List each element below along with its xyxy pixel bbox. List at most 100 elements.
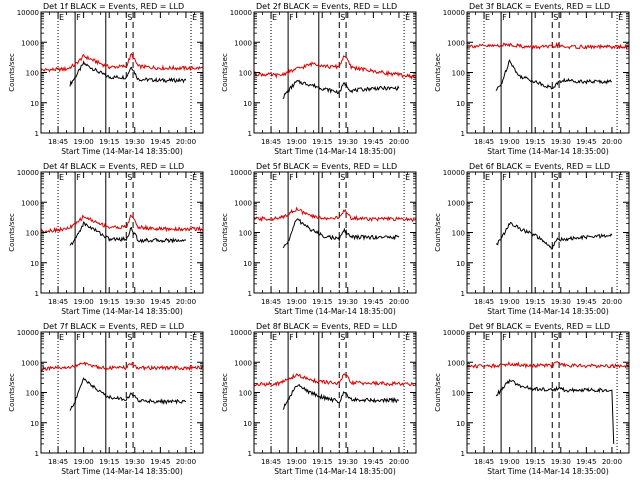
y-tick-label: 1000 <box>447 359 465 367</box>
x-tick-label: 19:30 <box>125 458 145 466</box>
y-axis-label: Counts/sec <box>8 53 16 92</box>
y-axis-label: Counts/sec <box>434 53 442 92</box>
y-tick-label: 10 <box>243 100 252 108</box>
y-tick-label: 1 <box>461 290 465 298</box>
y-tick-label: 10000 <box>17 329 39 337</box>
x-tick-label: 19:15 <box>525 458 545 466</box>
y-tick-label: 100 <box>452 70 465 78</box>
region-label: S <box>127 333 132 342</box>
detector-panel: Det 8f BLACK = Events, RED = LLD E F S E 1 10 1… <box>221 322 417 476</box>
x-tick-label: 19:00 <box>74 458 94 466</box>
y-tick-label: 10 <box>30 260 39 268</box>
y-tick-label: 10000 <box>443 169 465 177</box>
detector-panel: Det 1f BLACK = Events, RED = LLD E F S E 1 10 1… <box>8 2 204 156</box>
plot-frame <box>253 11 417 134</box>
y-tick-label: 1 <box>248 290 252 298</box>
y-tick-label: 1 <box>35 130 39 138</box>
region-label: S <box>553 13 558 22</box>
x-tick-label: 19:15 <box>99 458 119 466</box>
x-tick-label: 20:00 <box>389 458 409 466</box>
x-tick-label: 20:00 <box>602 298 622 306</box>
x-tick-label: 18:45 <box>48 458 68 466</box>
x-tick-label: 19:45 <box>150 298 170 306</box>
y-tick-label: 1 <box>248 450 252 458</box>
events-series-line <box>495 59 613 92</box>
x-axis-label: Start Time (14-Mar-14 18:35:00) <box>61 467 183 476</box>
x-tick-label: 19:45 <box>363 458 383 466</box>
x-axis-label: Start Time (14-Mar-14 18:35:00) <box>274 147 396 156</box>
x-axis-label: Start Time (14-Mar-14 18:35:00) <box>61 147 183 156</box>
panel-title: Det 6f BLACK = Events, RED = LLD <box>469 162 610 171</box>
region-label: E <box>192 173 197 182</box>
lld-series-line <box>466 41 630 50</box>
x-tick-label: 18:45 <box>474 298 494 306</box>
events-series-line <box>282 384 400 410</box>
x-axis-label: Start Time (14-Mar-14 18:35:00) <box>487 307 609 316</box>
panel-title: Det 5f BLACK = Events, RED = LLD <box>256 162 397 171</box>
y-tick-label: 1 <box>461 450 465 458</box>
x-tick-label: 19:45 <box>576 298 596 306</box>
region-label: S <box>553 333 558 342</box>
x-tick-label: 19:30 <box>551 458 571 466</box>
y-tick-label: 10000 <box>443 9 465 17</box>
detector-panel: Det 3f BLACK = Events, RED = LLD E F S E 1 10 1… <box>434 2 630 156</box>
x-tick-label: 19:15 <box>312 458 332 466</box>
y-tick-label: 10 <box>30 100 39 108</box>
region-label: F <box>502 333 507 342</box>
x-tick-label: 18:45 <box>474 138 494 146</box>
y-tick-label: 10 <box>243 420 252 428</box>
y-tick-label: 1 <box>248 130 252 138</box>
region-label: E <box>272 13 277 22</box>
y-axis-label: Counts/sec <box>8 373 16 412</box>
y-tick-label: 1000 <box>21 39 39 47</box>
panel-title: Det 1f BLACK = Events, RED = LLD <box>43 2 184 11</box>
x-tick-label: 18:45 <box>261 458 281 466</box>
y-tick-label: 1 <box>461 130 465 138</box>
y-tick-label: 10000 <box>230 329 252 337</box>
panel-title: Det 8f BLACK = Events, RED = LLD <box>256 322 397 331</box>
x-tick-label: 19:30 <box>338 138 358 146</box>
x-tick-label: 19:30 <box>551 298 571 306</box>
x-axis-label: Start Time (14-Mar-14 18:35:00) <box>61 307 183 316</box>
x-tick-label: 19:15 <box>312 298 332 306</box>
x-tick-label: 19:30 <box>551 138 571 146</box>
x-tick-label: 19:15 <box>99 138 119 146</box>
x-tick-label: 19:30 <box>338 458 358 466</box>
region-label: E <box>59 13 64 22</box>
region-label: E <box>272 333 277 342</box>
lld-series-line <box>466 360 630 369</box>
x-tick-label: 19:00 <box>74 298 94 306</box>
x-tick-label: 18:45 <box>474 458 494 466</box>
x-tick-label: 19:15 <box>525 298 545 306</box>
y-axis-label: Counts/sec <box>221 213 229 252</box>
x-tick-label: 18:45 <box>261 298 281 306</box>
region-label: E <box>405 13 410 22</box>
y-tick-label: 1000 <box>234 39 252 47</box>
region-label: F <box>76 13 81 22</box>
region-label: S <box>340 13 345 22</box>
region-label: E <box>192 13 197 22</box>
x-tick-label: 18:45 <box>48 298 68 306</box>
y-tick-label: 1000 <box>21 199 39 207</box>
x-tick-label: 19:15 <box>99 298 119 306</box>
y-tick-label: 10 <box>30 420 39 428</box>
events-series-line <box>495 378 615 444</box>
region-label: E <box>59 333 64 342</box>
region-label: S <box>553 173 558 182</box>
x-tick-label: 19:00 <box>287 138 307 146</box>
x-axis-label: Start Time (14-Mar-14 18:35:00) <box>274 307 396 316</box>
detector-panel: Det 4f BLACK = Events, RED = LLD E F S E 1 10 1… <box>8 162 204 316</box>
region-label: E <box>485 333 490 342</box>
lld-series-line <box>40 361 204 372</box>
y-tick-label: 10000 <box>17 9 39 17</box>
region-label: F <box>502 173 507 182</box>
panel-title: Det 7f BLACK = Events, RED = LLD <box>43 322 184 331</box>
y-tick-label: 10 <box>243 260 252 268</box>
x-tick-label: 20:00 <box>176 298 196 306</box>
x-tick-label: 19:00 <box>500 458 520 466</box>
panel-title: Det 9f BLACK = Events, RED = LLD <box>469 322 610 331</box>
panel-title: Det 4f BLACK = Events, RED = LLD <box>43 162 184 171</box>
x-tick-label: 19:45 <box>576 138 596 146</box>
x-axis-label: Start Time (14-Mar-14 18:35:00) <box>487 147 609 156</box>
y-tick-label: 100 <box>26 230 39 238</box>
